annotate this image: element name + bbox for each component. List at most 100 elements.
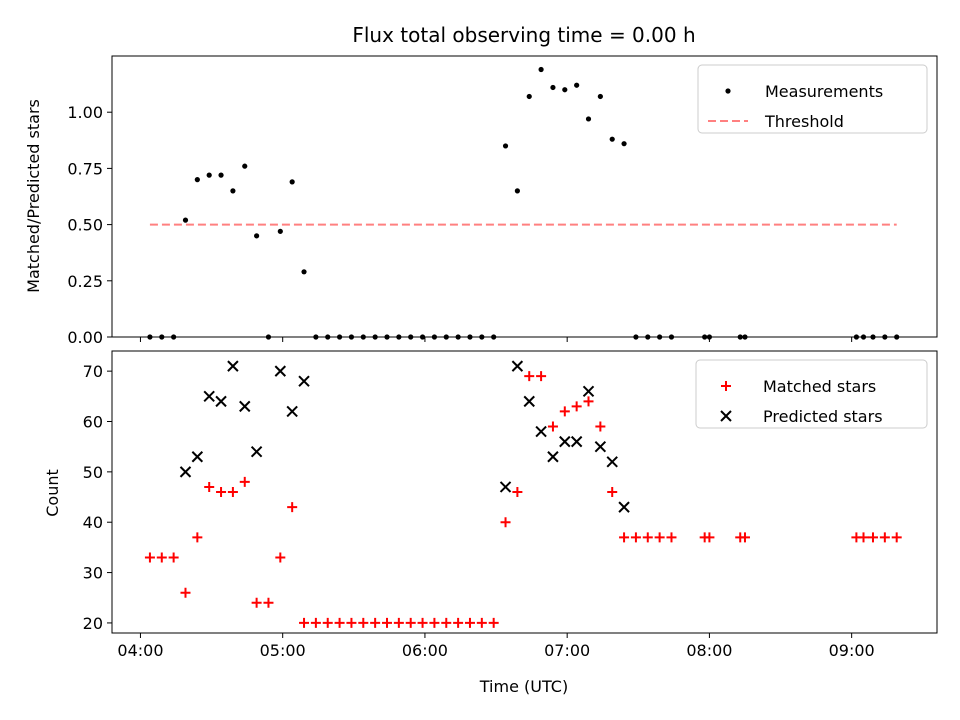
bottom-data-point bbox=[619, 532, 630, 543]
bottom-data-point bbox=[547, 451, 559, 463]
bottom-data-point bbox=[606, 456, 618, 468]
bottom-data-point bbox=[607, 487, 618, 497]
bottom-data-point bbox=[571, 401, 582, 412]
bottom-data-point bbox=[535, 425, 547, 438]
bottom-legend-entry: Matched stars bbox=[721, 377, 876, 396]
bottom-data-point bbox=[630, 532, 641, 543]
top-y-tick-label: 0.00 bbox=[67, 328, 103, 347]
legend-marker-swatch bbox=[720, 410, 732, 422]
top-data-point bbox=[597, 93, 603, 100]
top-y-tick-label: 0.75 bbox=[67, 159, 103, 178]
top-data-point bbox=[301, 269, 307, 275]
top-legend: Measurements Threshold bbox=[697, 64, 928, 134]
top-legend-entry: Measurements bbox=[725, 82, 883, 101]
bottom-data-point bbox=[239, 400, 251, 413]
bottom-data-point bbox=[511, 360, 524, 372]
bottom-data-point bbox=[393, 617, 404, 628]
bottom-data-point bbox=[227, 360, 239, 372]
top-data-point bbox=[538, 66, 544, 73]
bottom-data-point bbox=[891, 532, 902, 543]
bottom-data-point bbox=[476, 617, 487, 628]
bottom-x-axis-label: Time (UTC) bbox=[479, 677, 568, 696]
top-data-point bbox=[502, 143, 509, 149]
bottom-data-point bbox=[594, 440, 607, 453]
top-series-measurements bbox=[147, 66, 900, 340]
bottom-data-point bbox=[559, 406, 570, 417]
top-data-point bbox=[526, 93, 532, 100]
bottom-y-tick-label: 40 bbox=[83, 513, 103, 532]
bottom-y-tick-label: 30 bbox=[83, 564, 103, 583]
bottom-data-point bbox=[858, 532, 869, 543]
chart-title: Flux total observing time = 0.00 h bbox=[352, 23, 695, 47]
legend-marker-swatch bbox=[721, 381, 731, 391]
top-axes-frame bbox=[111, 55, 938, 338]
bottom-data-point bbox=[453, 617, 464, 628]
bottom-data-point bbox=[405, 617, 416, 628]
bottom-data-point bbox=[500, 517, 511, 528]
legend-marker-swatch bbox=[725, 88, 731, 94]
bottom-x-tick-label: 04:00 bbox=[117, 641, 163, 660]
bottom-data-point bbox=[179, 466, 192, 478]
bottom-data-point bbox=[322, 617, 333, 628]
top-data-point bbox=[574, 82, 580, 88]
top-y-tick-label: 0.25 bbox=[67, 272, 103, 291]
bottom-data-point bbox=[523, 395, 535, 408]
bottom-data-point bbox=[299, 617, 310, 628]
top-y-tick-label: 1.00 bbox=[67, 103, 103, 122]
bottom-y-tick-label: 70 bbox=[83, 362, 103, 381]
bottom-data-point bbox=[704, 532, 715, 543]
top-y-axis-label: Matched/Predicted stars bbox=[24, 99, 43, 293]
bottom-legend-entry: Predicted stars bbox=[720, 407, 883, 426]
bottom-legend-label: Predicted stars bbox=[763, 407, 883, 426]
bottom-series-predicted-stars bbox=[179, 360, 630, 513]
bottom-data-point bbox=[739, 532, 750, 543]
bottom-series-matched-stars bbox=[144, 371, 902, 628]
bottom-data-point bbox=[239, 476, 250, 487]
bottom-legend-box bbox=[695, 359, 928, 429]
bottom-data-point bbox=[595, 421, 606, 432]
top-legend-label: Threshold bbox=[764, 112, 844, 131]
bottom-data-point bbox=[216, 487, 227, 497]
bottom-data-point bbox=[192, 532, 203, 543]
bottom-data-point bbox=[168, 552, 179, 563]
bottom-x-tick-label: 07:00 bbox=[544, 641, 590, 660]
bottom-data-point bbox=[464, 617, 475, 628]
bottom-y-axis-label: Count bbox=[43, 469, 62, 517]
bottom-data-point bbox=[429, 617, 440, 628]
bottom-data-point bbox=[582, 385, 595, 397]
bottom-legend: Matched stars Predicted stars bbox=[695, 359, 928, 429]
bottom-data-point bbox=[180, 587, 191, 598]
bottom-data-point bbox=[310, 617, 321, 628]
bottom-data-point bbox=[346, 617, 357, 628]
bottom-data-point bbox=[204, 481, 215, 492]
bottom-panel: 20 30 40 50 60 70 04:00 05:00 06:00 07:00 08:00 09:… bbox=[83, 350, 938, 660]
bottom-data-point bbox=[559, 435, 571, 448]
top-data-point bbox=[230, 188, 236, 194]
plots: 0.00 0.25 0.50 0.75 1.00 Measurements Threshol… bbox=[67, 55, 938, 660]
bottom-x-tick-label: 09:00 bbox=[829, 641, 875, 660]
bottom-data-point bbox=[417, 617, 428, 628]
bottom-data-point bbox=[570, 435, 583, 448]
top-legend-box bbox=[697, 64, 928, 134]
bottom-data-point bbox=[879, 532, 890, 543]
bottom-data-point bbox=[618, 501, 630, 513]
bottom-data-point bbox=[512, 487, 523, 497]
bottom-y-tick-label: 20 bbox=[83, 614, 103, 633]
bottom-data-point bbox=[536, 371, 547, 382]
bottom-data-point bbox=[642, 532, 653, 543]
bottom-data-point bbox=[144, 552, 155, 563]
top-data-point bbox=[206, 172, 212, 178]
bottom-data-point bbox=[488, 617, 499, 628]
bottom-data-point bbox=[583, 396, 594, 407]
bottom-data-point bbox=[250, 446, 263, 458]
top-legend-entry: Threshold bbox=[708, 112, 844, 131]
top-panel: 0.00 0.25 0.50 0.75 1.00 Measurements Threshol… bbox=[67, 55, 938, 347]
bottom-data-point bbox=[203, 390, 215, 403]
top-data-point bbox=[194, 177, 200, 183]
bottom-data-point bbox=[251, 597, 262, 608]
bottom-data-point bbox=[547, 421, 558, 432]
top-data-point bbox=[277, 228, 283, 234]
top-data-point bbox=[609, 136, 615, 142]
bottom-data-point bbox=[334, 617, 345, 628]
